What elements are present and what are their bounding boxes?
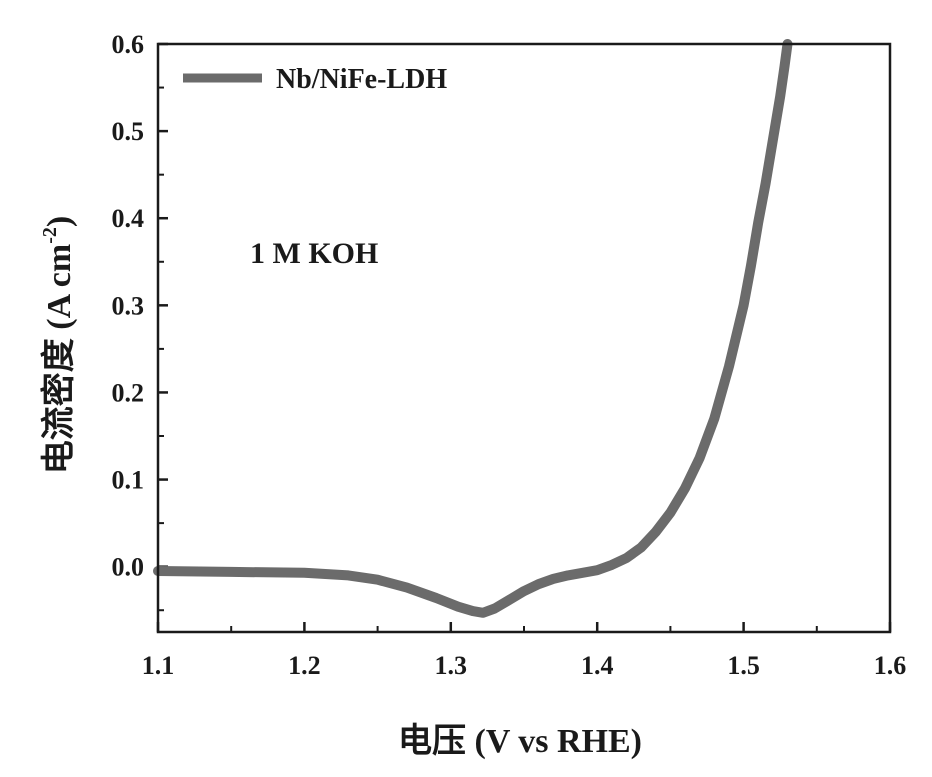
y-axis-title: 电流密度 (A cm-2) — [39, 216, 78, 474]
plot-frame — [158, 44, 890, 632]
y-tick-label-1: 0.1 — [112, 466, 145, 495]
x-axis-title: 电压 (V vs RHE) — [398, 722, 642, 760]
legend: Nb/NiFe-LDH — [183, 64, 447, 95]
annotation-electrolyte: 1 M KOH — [250, 237, 378, 270]
x-tick-label-4: 1.5 — [727, 651, 760, 680]
ticks-layer — [158, 44, 890, 632]
x-tick-label-0: 1.1 — [142, 651, 175, 680]
x-tick-labels: 1.1 1.2 1.3 1.4 1.5 1.6 — [142, 651, 907, 680]
y-tick-label-3: 0.3 — [112, 291, 145, 320]
y-tick-labels: 0.0 0.1 0.2 0.3 0.4 0.5 0.6 — [112, 30, 145, 582]
y-tick-label-2: 0.2 — [112, 378, 145, 407]
y-axis-title-main: 电流密度 (A cm — [39, 244, 78, 474]
x-tick-label-5: 1.6 — [874, 651, 907, 680]
legend-label: Nb/NiFe-LDH — [276, 64, 447, 95]
y-tick-label-5: 0.5 — [112, 117, 145, 146]
x-tick-label-1: 1.2 — [288, 651, 321, 680]
series-line-nb-nife-ldh — [158, 44, 788, 613]
y-tick-label-0: 0.0 — [112, 553, 145, 582]
x-tick-label-2: 1.3 — [435, 651, 468, 680]
y-tick-label-4: 0.4 — [112, 204, 145, 233]
y-tick-label-6: 0.6 — [112, 30, 145, 59]
y-axis-title-sup: -2 — [39, 227, 61, 244]
y-axis-title-close: ) — [41, 216, 78, 227]
x-tick-label-3: 1.4 — [581, 651, 614, 680]
